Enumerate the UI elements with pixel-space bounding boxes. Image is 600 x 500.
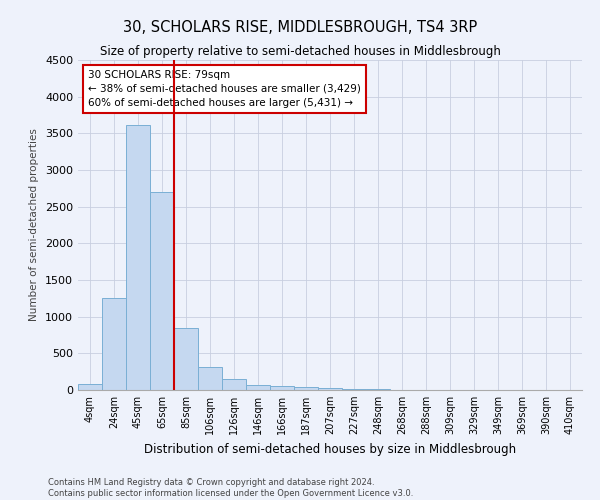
Bar xyxy=(150,192,174,390)
Text: Size of property relative to semi-detached houses in Middlesbrough: Size of property relative to semi-detach… xyxy=(100,45,500,58)
Bar xyxy=(174,328,198,390)
Text: 30 SCHOLARS RISE: 79sqm
← 38% of semi-detached houses are smaller (3,429)
60% of: 30 SCHOLARS RISE: 79sqm ← 38% of semi-de… xyxy=(88,70,361,108)
Bar xyxy=(222,379,246,390)
Text: 30, SCHOLARS RISE, MIDDLESBROUGH, TS4 3RP: 30, SCHOLARS RISE, MIDDLESBROUGH, TS4 3R… xyxy=(123,20,477,35)
Bar xyxy=(270,386,294,390)
X-axis label: Distribution of semi-detached houses by size in Middlesbrough: Distribution of semi-detached houses by … xyxy=(144,442,516,456)
Bar xyxy=(126,124,150,390)
Bar xyxy=(318,388,342,390)
Text: Contains HM Land Registry data © Crown copyright and database right 2024.
Contai: Contains HM Land Registry data © Crown c… xyxy=(48,478,413,498)
Bar xyxy=(342,389,366,390)
Bar xyxy=(198,366,222,390)
Y-axis label: Number of semi-detached properties: Number of semi-detached properties xyxy=(29,128,40,322)
Bar xyxy=(294,387,318,390)
Bar xyxy=(246,384,270,390)
Bar xyxy=(102,298,126,390)
Bar xyxy=(78,384,102,390)
